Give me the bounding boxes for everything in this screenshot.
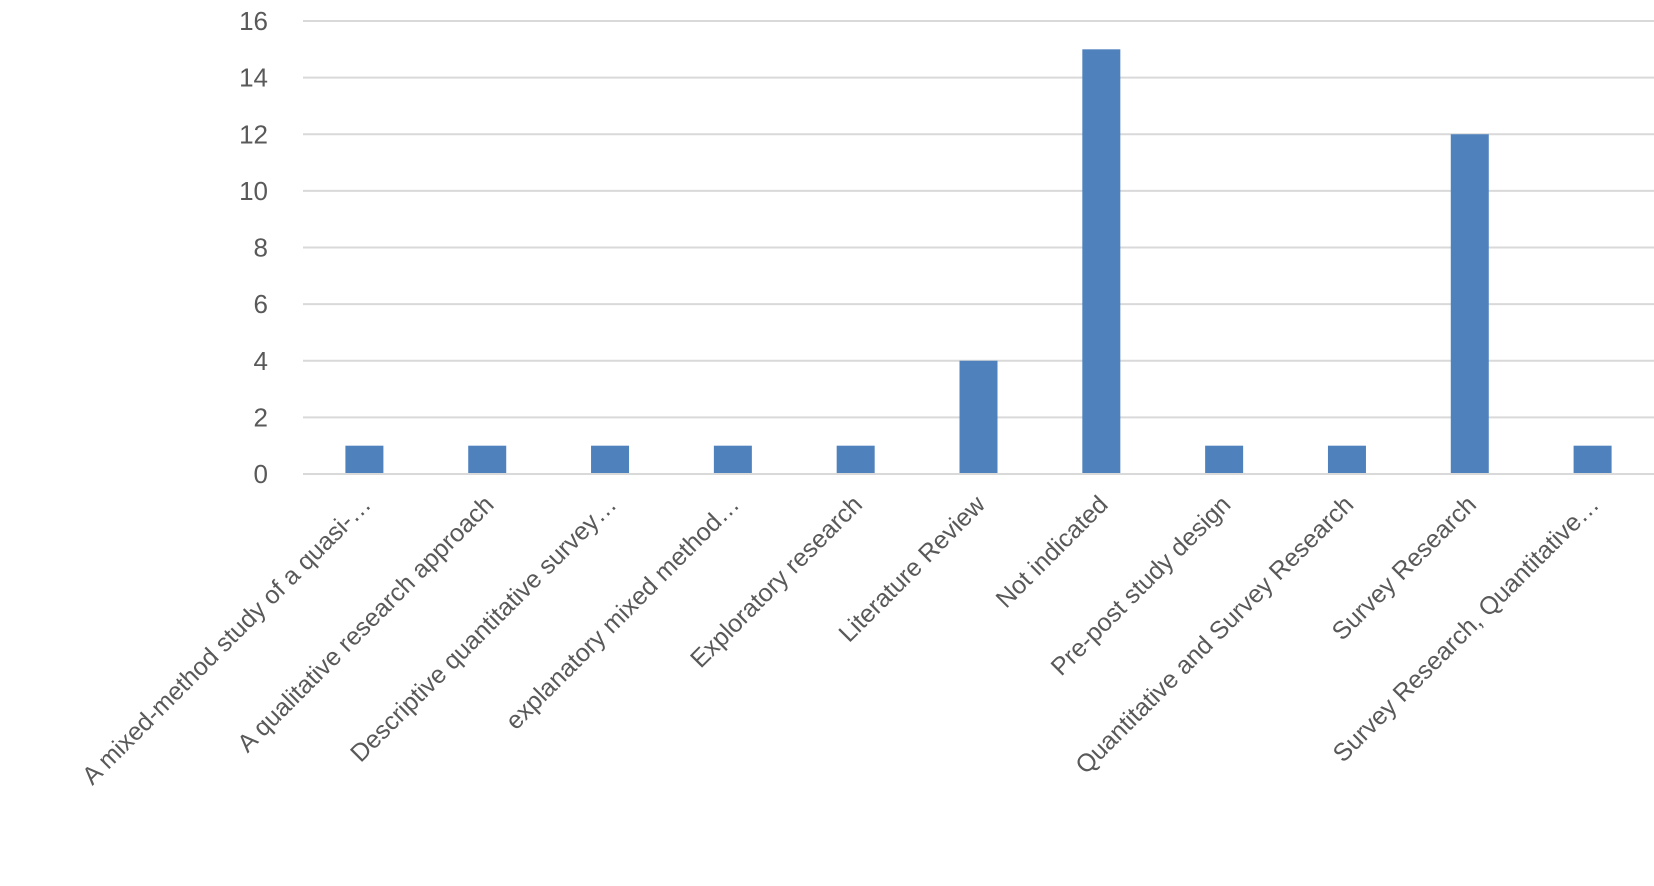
x-tick-label: Descriptive quantitative survey… <box>345 490 622 767</box>
x-axis-labels: A mixed-method study of a quasi-…A quali… <box>77 490 1605 791</box>
bar <box>1450 134 1489 474</box>
bar <box>836 445 875 474</box>
x-tick-label: Survey Research, Quantitative… <box>1328 490 1605 767</box>
bar <box>1082 49 1121 474</box>
bar <box>345 445 384 474</box>
bar <box>468 445 507 474</box>
x-tick-label: Quantitative and Survey Research <box>1070 490 1359 779</box>
x-tick-label: explanatory mixed method… <box>500 490 745 735</box>
y-tick-label: 10 <box>239 176 268 206</box>
y-tick-label: 8 <box>254 233 268 263</box>
y-tick-label: 16 <box>239 6 268 36</box>
bar <box>959 360 998 474</box>
y-tick-label: 4 <box>254 346 268 376</box>
y-tick-label: 12 <box>239 119 268 149</box>
y-tick-label: 2 <box>254 402 268 432</box>
bar <box>713 445 752 474</box>
bar <box>591 445 630 474</box>
y-axis-ticks: 0 2 4 6 8 10 12 14 16 <box>239 6 268 489</box>
y-tick-label: 0 <box>254 459 268 489</box>
bar <box>1327 445 1366 474</box>
y-tick-label: 14 <box>239 63 268 93</box>
gridlines <box>303 20 1654 419</box>
y-tick-label: 6 <box>254 289 268 319</box>
bars <box>345 49 1612 474</box>
bar <box>1205 445 1244 474</box>
bar <box>1573 445 1612 474</box>
x-tick-label: A qualitative research approach <box>232 490 499 757</box>
x-tick-label: Not indicated <box>991 490 1114 613</box>
